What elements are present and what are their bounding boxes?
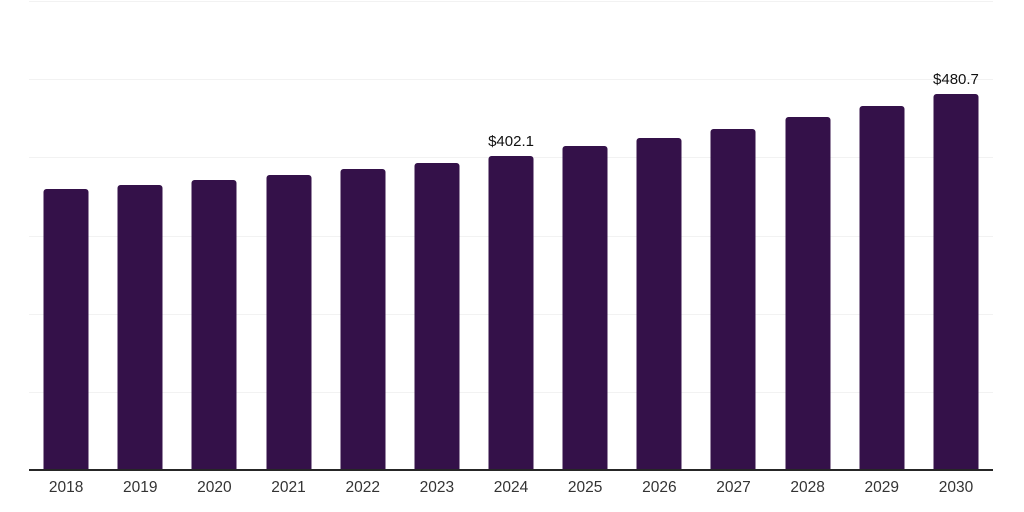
x-tick-2029: 2029: [864, 479, 900, 496]
bar-slot-2018: [29, 0, 103, 470]
x-axis-labels: 2018 2019 2020 2021 2022 2023 2024 2025 2026 2027…: [29, 479, 993, 497]
x-tick-2023: 2023: [419, 479, 455, 496]
bar-2024[interactable]: [488, 155, 534, 470]
bars-layer: $402.1 $480.7: [29, 0, 993, 470]
bar-2019[interactable]: [117, 184, 163, 470]
bar-slot-2023: [400, 0, 474, 470]
bar-slot-2026: [622, 0, 696, 470]
bar-2023[interactable]: [414, 162, 460, 470]
x-tick-2019: 2019: [122, 479, 158, 496]
bar-slot-2020: [177, 0, 251, 470]
x-tick-2030: 2030: [938, 479, 974, 496]
x-tick-2018: 2018: [48, 479, 84, 496]
bar-2030[interactable]: [933, 94, 979, 470]
bar-slot-2025: [548, 0, 622, 470]
bar-slot-2022: [326, 0, 400, 470]
x-tick-2024: 2024: [493, 479, 529, 496]
bar-slot-2021: [251, 0, 325, 470]
x-tick-2022: 2022: [345, 479, 380, 496]
x-tick-2026: 2026: [642, 479, 677, 496]
x-tick-2027: 2027: [716, 479, 751, 496]
bar-slot-2028: [771, 0, 845, 470]
plot-area: $402.1 $480.7: [29, 0, 993, 471]
bar-2029[interactable]: [859, 106, 905, 470]
bar-slot-2029: [845, 0, 919, 470]
bar-2027[interactable]: [710, 128, 756, 470]
bar-slot-2030: $480.7: [919, 0, 993, 470]
x-axis-line: [29, 469, 993, 471]
x-tick-2020: 2020: [197, 479, 232, 496]
bar-2025[interactable]: [562, 146, 608, 470]
x-tick-2021: 2021: [271, 479, 306, 496]
gridline-600: [29, 1, 993, 2]
bar-2020[interactable]: [191, 180, 237, 470]
x-tick-2028: 2028: [790, 479, 825, 496]
gridline-500: [29, 79, 993, 81]
bar-2028[interactable]: [785, 117, 831, 470]
bar-slot-2019: [103, 0, 177, 470]
bar-2021[interactable]: [266, 174, 312, 470]
data-label-2030: $480.7: [933, 71, 979, 89]
bar-2018[interactable]: [43, 189, 89, 470]
bar-slot-2027: [696, 0, 770, 470]
bar-slot-2024: $402.1: [474, 0, 548, 470]
bar-2022[interactable]: [340, 168, 386, 470]
bar-2026[interactable]: [636, 138, 682, 470]
x-tick-2025: 2025: [567, 479, 603, 496]
data-label-2024: $402.1: [488, 132, 534, 150]
